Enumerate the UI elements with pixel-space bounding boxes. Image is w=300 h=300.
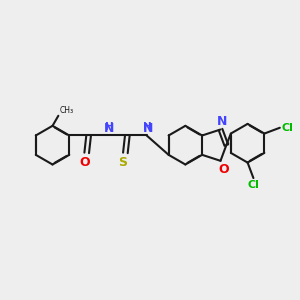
Text: O: O xyxy=(79,156,90,169)
Text: N: N xyxy=(142,122,153,134)
Text: Cl: Cl xyxy=(248,180,259,190)
Text: N: N xyxy=(104,122,114,134)
Text: H: H xyxy=(143,122,152,132)
Text: N: N xyxy=(217,115,228,128)
Text: Cl: Cl xyxy=(281,123,293,133)
Text: CH₃: CH₃ xyxy=(59,106,74,115)
Text: O: O xyxy=(218,163,229,176)
Text: H: H xyxy=(105,122,113,132)
Text: S: S xyxy=(118,156,127,169)
